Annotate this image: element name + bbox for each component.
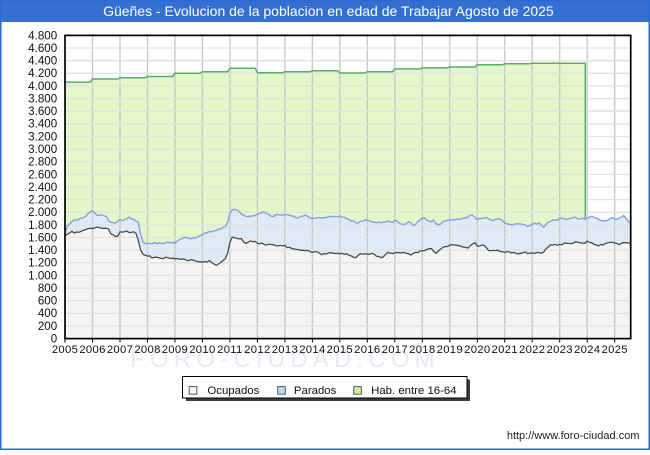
svg-text:4.400: 4.400 bbox=[28, 55, 57, 68]
svg-text:2015: 2015 bbox=[327, 344, 353, 356]
svg-text:200: 200 bbox=[38, 320, 57, 333]
svg-text:4.200: 4.200 bbox=[28, 67, 57, 80]
svg-text:2018: 2018 bbox=[409, 344, 435, 356]
svg-text:1.600: 1.600 bbox=[28, 231, 57, 244]
svg-text:Güeñes - Evolucion de la pobla: Güeñes - Evolucion de la poblacion en ed… bbox=[103, 3, 554, 19]
svg-text:3.600: 3.600 bbox=[28, 105, 57, 118]
svg-text:0: 0 bbox=[51, 333, 57, 346]
svg-text:2019: 2019 bbox=[437, 344, 463, 356]
svg-text:2.600: 2.600 bbox=[28, 168, 57, 181]
svg-text:3.800: 3.800 bbox=[28, 93, 57, 106]
svg-text:2016: 2016 bbox=[354, 344, 380, 356]
svg-text:2021: 2021 bbox=[492, 344, 518, 356]
svg-text:2.400: 2.400 bbox=[28, 181, 57, 194]
svg-text:Parados: Parados bbox=[294, 385, 337, 397]
svg-text:2008: 2008 bbox=[134, 344, 160, 356]
svg-text:600: 600 bbox=[38, 295, 57, 308]
svg-text:http://www.foro-ciudad.com: http://www.foro-ciudad.com bbox=[507, 430, 640, 442]
svg-text:2023: 2023 bbox=[547, 344, 573, 356]
svg-text:1.200: 1.200 bbox=[28, 257, 57, 270]
svg-text:Ocupados: Ocupados bbox=[207, 385, 259, 397]
svg-text:3.000: 3.000 bbox=[28, 143, 57, 156]
svg-text:2014: 2014 bbox=[299, 344, 325, 356]
svg-text:2.200: 2.200 bbox=[28, 194, 57, 207]
svg-text:2013: 2013 bbox=[272, 344, 298, 356]
svg-text:2.800: 2.800 bbox=[28, 156, 57, 169]
svg-text:2005: 2005 bbox=[52, 344, 78, 356]
svg-text:800: 800 bbox=[38, 282, 57, 295]
svg-text:3.400: 3.400 bbox=[28, 118, 57, 131]
svg-text:2024: 2024 bbox=[574, 344, 600, 356]
svg-text:400: 400 bbox=[38, 307, 57, 320]
svg-text:2009: 2009 bbox=[162, 344, 188, 356]
svg-text:2007: 2007 bbox=[107, 344, 133, 356]
svg-text:Hab. entre 16-64: Hab. entre 16-64 bbox=[371, 385, 457, 397]
svg-text:1.400: 1.400 bbox=[28, 244, 57, 257]
svg-text:2025: 2025 bbox=[602, 344, 628, 356]
svg-text:2020: 2020 bbox=[464, 344, 490, 356]
svg-text:4.800: 4.800 bbox=[28, 29, 57, 42]
svg-text:2.000: 2.000 bbox=[28, 206, 57, 219]
svg-text:2006: 2006 bbox=[79, 344, 105, 356]
svg-text:3.200: 3.200 bbox=[28, 130, 57, 143]
svg-text:1.800: 1.800 bbox=[28, 219, 57, 232]
svg-text:2017: 2017 bbox=[382, 344, 408, 356]
svg-text:4.000: 4.000 bbox=[28, 80, 57, 93]
svg-text:FORO-CIUDAD.COM: FORO-CIUDAD.COM bbox=[130, 346, 440, 373]
svg-text:1.000: 1.000 bbox=[28, 269, 57, 282]
svg-text:2022: 2022 bbox=[519, 344, 545, 356]
svg-text:2011: 2011 bbox=[217, 344, 243, 356]
svg-text:2010: 2010 bbox=[189, 344, 215, 356]
svg-text:2012: 2012 bbox=[244, 344, 270, 356]
svg-text:4.600: 4.600 bbox=[28, 42, 57, 55]
